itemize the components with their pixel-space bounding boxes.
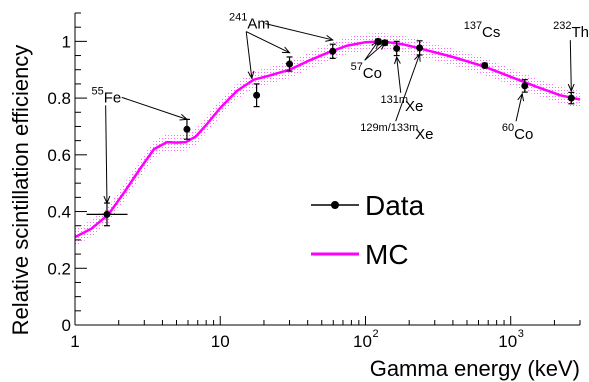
y-tick-label: 0 xyxy=(62,316,71,335)
annotation-arrow xyxy=(245,31,252,79)
y-tick-label: 0.2 xyxy=(47,259,71,278)
x-tick-label: 10 xyxy=(211,332,230,351)
mc-curve xyxy=(74,40,581,239)
legend: Data MC xyxy=(311,190,425,270)
annotation-arrow xyxy=(265,23,332,40)
annotation-arrow xyxy=(364,43,385,61)
mc-uncertainty-band xyxy=(75,32,580,246)
annotation-isotope-name: Cs xyxy=(482,24,500,41)
annotation-isotope-mass: 55 xyxy=(92,85,104,97)
mc-curve-layer xyxy=(74,40,581,239)
annotation-arrow xyxy=(245,31,289,53)
data-point xyxy=(253,91,261,99)
legend-data-label: Data xyxy=(365,190,425,221)
mc-band-layer xyxy=(75,32,580,246)
data-point xyxy=(183,125,191,133)
annotation-isotope-name: Xe xyxy=(405,98,423,115)
axes-frame: 1 10 10 2 10 300.20.40.60.81 xyxy=(47,12,581,351)
annotation-isotope-name: Xe xyxy=(415,126,433,143)
annotation-isotope-mass: 57 xyxy=(351,61,363,73)
annotation-arrow xyxy=(395,54,420,122)
data-point xyxy=(481,61,489,69)
annotation-isotope-mass: 60 xyxy=(502,122,514,134)
data-point xyxy=(103,210,111,218)
data-point xyxy=(521,82,529,90)
x-tick-label: 10 xyxy=(498,332,517,351)
x-tick-exponent: 3 xyxy=(518,328,524,340)
legend-data-marker xyxy=(331,201,339,209)
data-point xyxy=(329,47,337,55)
annotation-isotope-name: Am xyxy=(247,16,269,33)
annotation-isotope-mass: 137 xyxy=(464,20,482,32)
annotation-isotope-name: Fe xyxy=(104,89,122,106)
annotation-arrow xyxy=(397,57,402,93)
y-tick-label: 1 xyxy=(62,32,71,51)
x-tick-label: 1 xyxy=(70,332,79,351)
y-axis-label: Relative scintillation efficiency xyxy=(8,45,33,336)
annotation-arrow xyxy=(364,41,378,61)
annotation-isotope-mass: 241 xyxy=(229,12,247,24)
annotation-arrow xyxy=(515,94,522,122)
annotation-isotope-mass: 232 xyxy=(553,20,571,32)
annotation-isotope-name: Th xyxy=(571,24,589,41)
annotation-isotope-mass: 131m xyxy=(381,94,409,106)
x-axis-label: Gamma energy (keV) xyxy=(370,356,580,381)
annotation-isotope-mass: 129m/133m xyxy=(360,122,418,134)
data-points-layer xyxy=(86,37,575,227)
y-tick-label: 0.6 xyxy=(47,146,71,165)
annotation-arrow xyxy=(106,105,107,203)
x-tick-exponent: 2 xyxy=(372,328,378,340)
y-tick-label: 0.8 xyxy=(47,89,71,108)
data-point xyxy=(567,94,575,102)
annotation-isotope-name: Co xyxy=(363,65,382,82)
legend-mc-label: MC xyxy=(365,239,409,270)
annotation-arrow xyxy=(121,96,187,119)
x-tick-label: 10 xyxy=(353,332,372,351)
annotation-isotope-name: Co xyxy=(514,126,533,143)
data-point xyxy=(416,44,424,52)
annotation-arrow xyxy=(570,40,571,91)
y-tick-label: 0.4 xyxy=(47,203,71,222)
data-point xyxy=(393,44,401,52)
data-point xyxy=(286,60,294,68)
